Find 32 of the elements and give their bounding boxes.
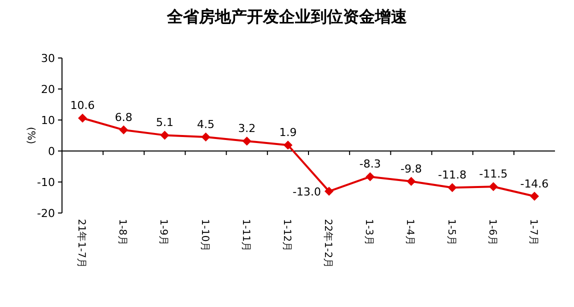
y-tick-label: -10 xyxy=(37,176,55,189)
chart-title: 全省房地产开发企业到位资金增速 xyxy=(166,7,408,26)
x-tick-label: 1-5月 xyxy=(445,219,456,246)
data-label: 5.1 xyxy=(156,116,174,130)
data-label: 1.9 xyxy=(279,126,297,140)
y-tick-label: 30 xyxy=(41,52,55,65)
data-label: -11.8 xyxy=(438,168,467,182)
y-axis-title: (%) xyxy=(25,126,36,144)
x-tick-label: 1-4月 xyxy=(404,219,416,246)
data-label: -11.5 xyxy=(479,168,508,181)
data-label: -8.3 xyxy=(359,158,381,171)
y-tick-label: 0 xyxy=(48,145,55,158)
data-label: -14.6 xyxy=(520,177,549,190)
data-label: 6.8 xyxy=(114,110,132,124)
data-label: 4.5 xyxy=(197,118,215,132)
y-tick-label: -20 xyxy=(37,207,55,220)
x-tick-label: 1-10月 xyxy=(198,219,210,252)
y-tick-label: 20 xyxy=(41,83,55,96)
x-tick-label: 21年1-7月 xyxy=(76,219,88,268)
x-tick-label: 22年1-2月 xyxy=(322,219,334,268)
x-tick-label: 1-7月 xyxy=(527,219,538,246)
y-tick-label: 10 xyxy=(41,114,55,127)
x-tick-label: 1-12月 xyxy=(280,219,292,252)
x-tick-label: 1-6月 xyxy=(486,219,498,246)
x-tick-label: 1-9月 xyxy=(158,219,169,246)
data-label: 3.2 xyxy=(238,122,256,136)
data-label: -9.8 xyxy=(400,162,422,176)
x-tick-label: 1-8月 xyxy=(116,219,128,246)
data-label: 10.6 xyxy=(70,99,95,112)
x-tick-label: 1-3月 xyxy=(363,219,374,246)
x-tick-label: 1-11月 xyxy=(240,219,251,252)
data-label: -13.0 xyxy=(292,185,322,198)
